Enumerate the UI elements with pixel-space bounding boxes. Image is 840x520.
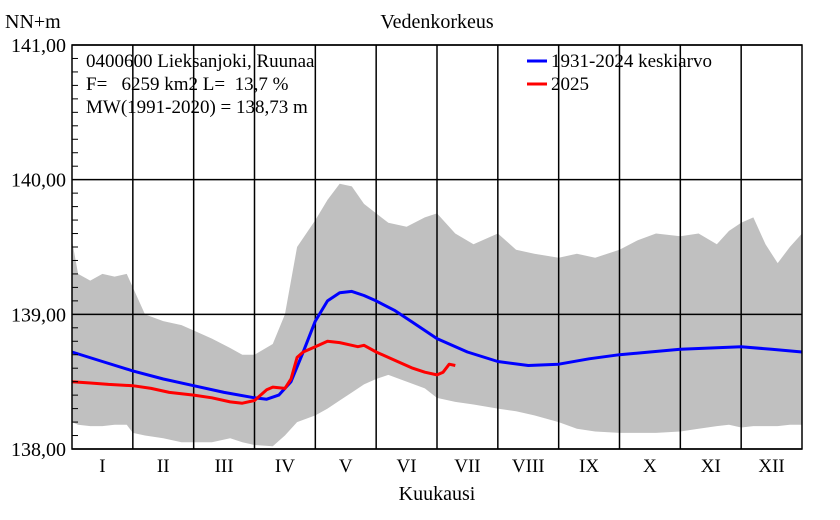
chart-title: Vedenkorkeus bbox=[380, 11, 494, 33]
area-label: F= 6259 km2 L= 13,7 % bbox=[86, 74, 289, 95]
x-tick-label: X bbox=[643, 456, 657, 477]
x-tick-label: V bbox=[339, 456, 353, 477]
x-tick-label: III bbox=[215, 456, 234, 477]
y-tick-label: 140,00 bbox=[11, 170, 66, 192]
y-tick-label: 139,00 bbox=[11, 304, 66, 326]
x-tick-label: VI bbox=[397, 456, 417, 477]
x-tick-label: IV bbox=[275, 456, 295, 477]
x-tick-label: II bbox=[157, 456, 170, 477]
series-line-0 bbox=[71, 289, 803, 401]
legend: 1931-2024 keskiarvo 2025 bbox=[527, 51, 712, 95]
x-tick-label: XII bbox=[758, 456, 784, 477]
info-box: 0400600 Lieksanjoki, Ruunaa F= 6259 km2 … bbox=[86, 51, 315, 118]
series-layer bbox=[71, 289, 803, 405]
legend-label-2025: 2025 bbox=[551, 74, 589, 95]
x-tick-label: I bbox=[99, 456, 105, 477]
x-tick-label: VII bbox=[454, 456, 480, 477]
mw-label: MW(1991-2020) = 138,73 m bbox=[86, 97, 308, 118]
y-tick-label: 141,00 bbox=[11, 35, 66, 57]
series-line-1 bbox=[71, 339, 456, 405]
x-tick-label: VIII bbox=[512, 456, 545, 477]
x-tick-label: XI bbox=[701, 456, 721, 477]
plot-frame bbox=[71, 44, 803, 450]
x-tick-label: IX bbox=[579, 456, 599, 477]
y-axis-unit: NN+m bbox=[5, 11, 61, 33]
legend-label-average: 1931-2024 keskiarvo bbox=[551, 51, 712, 72]
y-tick-label: 138,00 bbox=[11, 439, 66, 461]
station-label: 0400600 Lieksanjoki, Ruunaa bbox=[86, 51, 315, 72]
x-axis-title: Kuukausi bbox=[399, 483, 476, 505]
